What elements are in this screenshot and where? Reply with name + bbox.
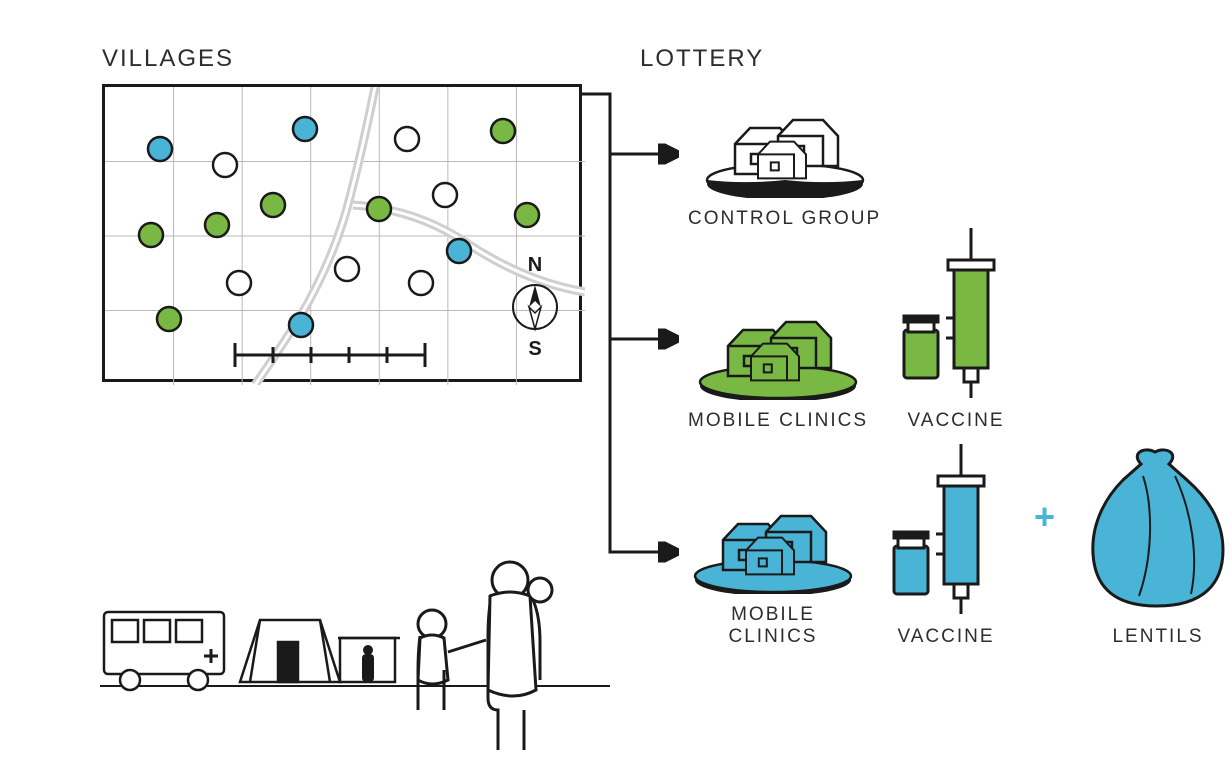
village-dot	[447, 239, 471, 263]
village-dot	[139, 223, 163, 247]
village-dot	[367, 197, 391, 221]
houses-green-icon	[693, 310, 863, 400]
clinics1-label: MOBILE CLINICS	[688, 410, 868, 432]
village-dot	[213, 153, 237, 177]
village-dot	[148, 137, 172, 161]
syringe-green-icon	[896, 220, 1016, 400]
clinic-scene-icon	[100, 560, 610, 740]
lentils-label: LENTILS	[1112, 626, 1203, 648]
svg-text:N: N	[528, 254, 542, 276]
village-dot	[491, 119, 515, 143]
svg-text:S: S	[528, 338, 541, 360]
village-dot	[409, 271, 433, 295]
village-dot	[289, 313, 313, 337]
arm-control: CONTROL GROUP	[688, 108, 881, 230]
village-dot	[227, 271, 251, 295]
village-dot	[205, 213, 229, 237]
arm-clinics-vaccine-lentils: MOBILE CLINICS VACCINE +	[688, 436, 1231, 648]
houses-control-icon	[700, 108, 870, 198]
vaccine1-label: VACCINE	[908, 410, 1005, 432]
village-dot	[335, 257, 359, 281]
plus-icon: +	[1034, 496, 1055, 538]
syringe-blue-icon	[886, 436, 1006, 616]
villages-map: N S	[102, 84, 582, 382]
vaccine2-label: VACCINE	[897, 626, 994, 648]
scale-bar-icon	[235, 343, 425, 367]
village-dot	[515, 203, 539, 227]
village-dot	[293, 117, 317, 141]
village-dot	[395, 127, 419, 151]
lentils-bag-icon	[1083, 446, 1231, 616]
village-dot	[433, 183, 457, 207]
village-dot	[261, 193, 285, 217]
villages-heading: VILLAGES	[102, 45, 234, 73]
houses-blue-icon	[688, 504, 858, 594]
arm-clinics-vaccine: MOBILE CLINICS VACCINE	[688, 220, 1016, 432]
lottery-heading: LOTTERY	[640, 45, 764, 73]
clinics2-label: MOBILE CLINICS	[688, 604, 858, 648]
village-dot	[157, 307, 181, 331]
lottery-arrows	[580, 84, 700, 624]
